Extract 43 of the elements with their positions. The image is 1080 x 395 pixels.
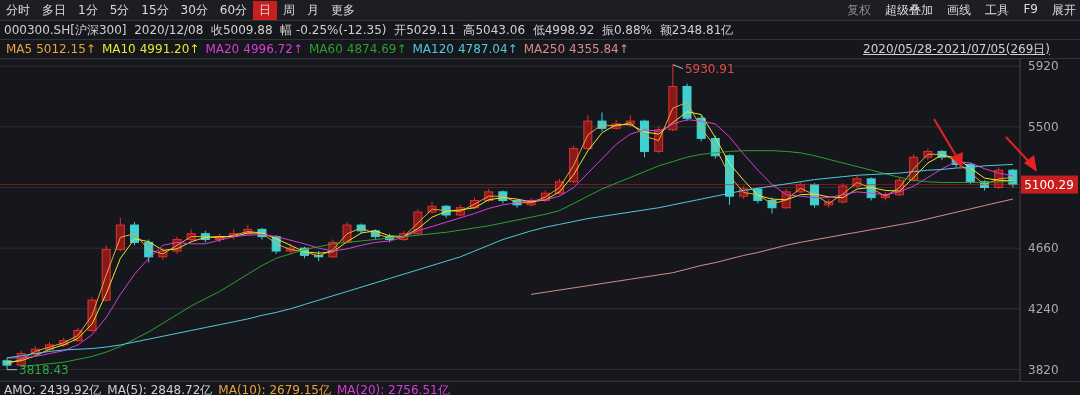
ref-line-label: 5100.29	[1024, 177, 1074, 192]
text: 4355.84↑	[569, 42, 629, 56]
text: 30分	[179, 1, 209, 19]
y-tick-label: 5920	[1028, 59, 1059, 74]
text: 5分	[108, 1, 131, 19]
text: MA250	[523, 42, 566, 56]
text: MA120	[412, 42, 454, 56]
text: 分时	[5, 1, 31, 19]
text: 4787.04↑	[457, 42, 518, 56]
text: 展开	[1052, 1, 1076, 19]
text: 更多	[330, 1, 357, 19]
text: 60分	[218, 1, 249, 19]
text: 多日	[41, 1, 67, 19]
y-tick-label: 4660	[1028, 241, 1059, 256]
y-tick-label: 3820	[1028, 362, 1059, 377]
text: AMO: 2439.92亿	[4, 382, 102, 395]
text: 2020/05/28-2021/07/05(269日)	[863, 40, 1050, 58]
text: MA20	[205, 42, 240, 56]
annotation: 3818.43	[19, 362, 69, 377]
text: 日	[253, 0, 278, 20]
text: 复权	[847, 1, 872, 19]
text: F9	[1023, 1, 1038, 18]
text: 工具	[985, 1, 1010, 19]
chart-title: 000300.SH[沪深300] 2020/12/08 收5009.88 幅 -0.25%(-12.35) 开5029.11 高5043.06 低4998.92 振0.88% 额2348.81亿	[0, 21, 1080, 40]
text: MA60	[308, 42, 343, 56]
text: 4991.20↑	[139, 42, 200, 56]
annotation: 5930.91	[684, 61, 735, 76]
text: 1分	[77, 1, 99, 19]
text: 画线	[947, 1, 972, 19]
text: 4996.72↑	[243, 42, 303, 56]
text: 超级叠加	[885, 1, 934, 19]
text: MA10	[101, 42, 136, 56]
text: MA(10): 2679.15亿	[218, 382, 332, 395]
text: 周	[282, 1, 297, 19]
text: MA(5): 2848.72亿	[107, 382, 213, 395]
text: 月	[306, 1, 321, 19]
text: 5012.15↑	[36, 42, 96, 56]
text: 4874.69↑	[346, 42, 407, 56]
text: MA5	[6, 42, 33, 56]
text: MA(20): 2756.51亿	[337, 382, 450, 395]
y-tick-label: 4240	[1028, 302, 1059, 317]
text: 15分	[140, 1, 170, 19]
y-tick-label: 5500	[1028, 120, 1059, 135]
